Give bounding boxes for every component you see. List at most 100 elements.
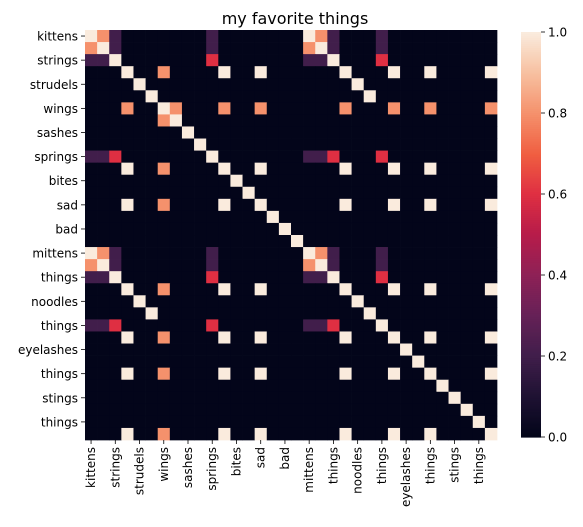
heatmap-cell	[436, 259, 449, 272]
heatmap-cell	[157, 427, 171, 441]
heatmap-cell	[206, 126, 219, 139]
heatmap-cell	[157, 331, 171, 344]
heatmap-cell	[278, 42, 292, 55]
heatmap-cell	[436, 30, 449, 43]
heatmap-cell	[133, 210, 146, 224]
heatmap-cell	[412, 343, 425, 356]
heatmap-cell	[242, 403, 255, 417]
heatmap-cell	[291, 126, 304, 139]
heatmap-cell	[181, 222, 195, 236]
heatmap-cell	[194, 391, 207, 405]
heatmap-cell	[169, 198, 183, 212]
heatmap-cell	[254, 78, 268, 91]
heatmap-cell	[363, 78, 377, 91]
heatmap-cell	[218, 114, 231, 127]
heatmap-cell	[169, 319, 183, 332]
colorbar-segment	[521, 287, 541, 290]
heatmap-cell	[97, 54, 110, 67]
heatmap-cell	[278, 54, 292, 67]
colorbar-segment	[521, 313, 541, 317]
heatmap-cell	[460, 355, 474, 368]
colorbar-segment	[521, 252, 541, 256]
colorbar-segment	[521, 210, 541, 213]
heatmap-cell	[351, 114, 365, 127]
heatmap-cell	[254, 54, 268, 67]
heatmap-cell	[85, 42, 98, 55]
x-tick-label: springs	[205, 447, 219, 491]
heatmap-cell	[460, 114, 474, 127]
colorbar-segment	[521, 137, 541, 140]
colorbar-segment	[521, 426, 541, 430]
heatmap-cell	[412, 355, 425, 368]
heatmap-cell	[387, 283, 401, 296]
heatmap-cell	[424, 343, 437, 356]
heatmap-cell	[133, 235, 146, 248]
heatmap-cell	[181, 343, 195, 356]
heatmap-cell	[169, 295, 183, 308]
heatmap-cell	[339, 90, 352, 103]
heatmap-cell	[109, 90, 122, 103]
heatmap-cell	[387, 54, 401, 67]
heatmap-cell	[291, 210, 304, 224]
heatmap-cell	[218, 391, 231, 405]
heatmap-cell	[206, 90, 219, 103]
heatmap-cell	[230, 138, 243, 151]
heatmap-cell	[278, 379, 292, 393]
heatmap-cell	[484, 198, 498, 212]
heatmap-cell	[145, 367, 159, 381]
heatmap-cell	[424, 222, 437, 236]
heatmap-cell	[424, 114, 437, 127]
colorbar-segment	[521, 222, 541, 225]
heatmap-cell	[400, 427, 413, 441]
colorbar-segment	[521, 424, 541, 428]
heatmap-cell	[291, 355, 304, 368]
y-tick-label: strudels	[30, 78, 78, 92]
heatmap-cell	[291, 367, 304, 381]
heatmap-cell	[484, 427, 498, 441]
heatmap-cell	[242, 174, 255, 188]
colorbar-segment	[521, 327, 541, 331]
heatmap-cell	[109, 42, 122, 55]
heatmap-cell	[315, 235, 328, 248]
heatmap-cell	[266, 331, 280, 344]
colorbar-segment	[521, 40, 541, 43]
heatmap-cell	[291, 90, 304, 103]
heatmap-cell	[254, 186, 268, 200]
heatmap-cell	[169, 30, 183, 43]
heatmap-cell	[97, 198, 110, 212]
heatmap-cell	[206, 174, 219, 188]
heatmap-cell	[157, 415, 171, 429]
heatmap-cell	[339, 247, 352, 260]
heatmap-cell	[230, 222, 243, 236]
colorbar-segment	[521, 238, 541, 242]
heatmap-cell	[121, 66, 134, 79]
heatmap-cell	[327, 415, 340, 429]
heatmap-cell	[230, 198, 243, 212]
heatmap-cell	[266, 54, 280, 67]
heatmap-cell	[315, 222, 328, 236]
heatmap-cell	[218, 283, 231, 296]
heatmap-cell	[278, 174, 292, 188]
heatmap-cell	[242, 150, 255, 163]
heatmap-cell	[133, 271, 146, 284]
heatmap-cell	[206, 295, 219, 308]
heatmap-cell	[291, 78, 304, 91]
heatmap-cell	[291, 283, 304, 296]
y-tick-label: kittens	[37, 30, 78, 44]
heatmap-cell	[484, 355, 498, 368]
heatmap-cell	[315, 30, 328, 43]
heatmap-cell	[303, 78, 316, 91]
colorbar-segment	[521, 260, 541, 264]
heatmap-cell	[157, 247, 171, 260]
heatmap-cell	[363, 162, 377, 176]
colorbar-segment	[521, 181, 541, 185]
heatmap-cell	[375, 162, 389, 176]
heatmap-cell	[169, 138, 183, 151]
heatmap-cell	[218, 126, 231, 139]
heatmap-cell	[351, 247, 365, 260]
heatmap-cell	[412, 307, 425, 320]
heatmap-cell	[363, 379, 377, 393]
heatmap-cell	[472, 307, 486, 320]
heatmap-cell	[97, 222, 110, 236]
heatmap-cell	[460, 102, 474, 115]
